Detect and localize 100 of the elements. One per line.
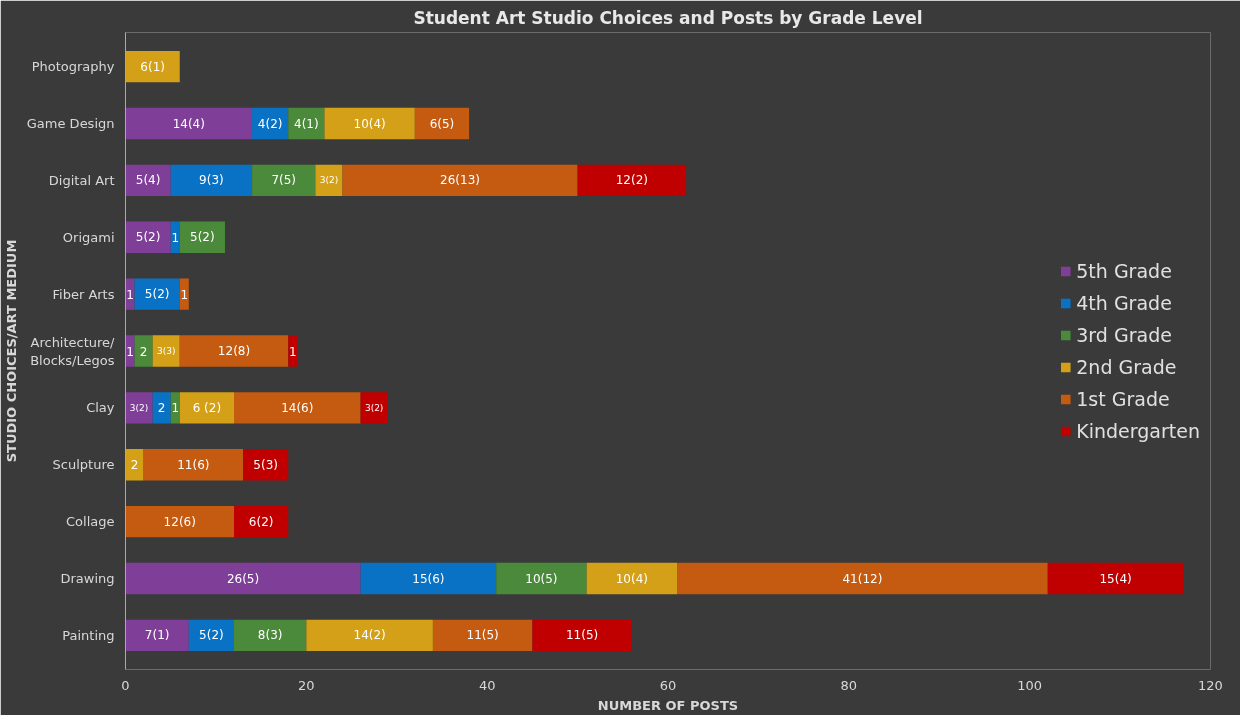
bar	[414, 107, 470, 140]
bar	[125, 278, 135, 310]
data-label: 1	[171, 401, 180, 416]
bar	[125, 50, 180, 83]
data-label: 12(2)	[615, 173, 648, 188]
data-label: 5(4)	[135, 173, 161, 188]
x-tick-label: 120	[1198, 677, 1223, 693]
bar	[170, 164, 253, 197]
bar	[342, 164, 578, 197]
y-tick-label: Sculpture	[52, 457, 115, 473]
legend-label: Kindergarten	[1076, 419, 1200, 442]
y-tick-label: Drawing	[60, 571, 115, 586]
data-label: 1	[171, 230, 180, 245]
data-label: 1	[126, 287, 134, 302]
bar	[125, 562, 361, 595]
y-tick-label: Photography	[31, 59, 115, 75]
data-label: 6(2)	[248, 514, 274, 529]
data-label: 1	[180, 287, 189, 302]
bar	[1047, 562, 1184, 595]
data-label: 9(3)	[199, 173, 224, 188]
data-label: 4(1)	[294, 116, 319, 131]
bar	[306, 619, 433, 652]
data-label: 5(2)	[190, 230, 215, 245]
legend-label: 3rd Grade	[1076, 323, 1172, 346]
data-label: 2	[139, 344, 148, 359]
bar	[152, 335, 180, 367]
bar	[125, 335, 135, 367]
data-label: 8(3)	[257, 628, 283, 643]
data-label: 10(4)	[615, 571, 648, 586]
data-label: 26(5)	[226, 571, 260, 586]
bar	[152, 392, 171, 424]
data-label: 26(13)	[440, 173, 480, 188]
bar	[143, 449, 244, 481]
y-tick-label: Architecture/ Blocks/Legos	[30, 334, 116, 368]
bar	[234, 505, 289, 538]
data-label: 12(6)	[163, 514, 196, 529]
data-label: 6 (2)	[192, 400, 222, 415]
bar	[179, 221, 225, 253]
data-label: 5(2)	[135, 230, 161, 245]
y-tick-label: Origami	[62, 229, 115, 245]
bar	[577, 164, 687, 197]
data-label: 2	[157, 401, 166, 416]
bar	[125, 392, 153, 424]
bar	[125, 164, 171, 197]
data-label: 5(2)	[199, 628, 224, 643]
bar	[234, 392, 361, 424]
bar	[360, 392, 388, 424]
data-label: 5(3)	[253, 457, 278, 472]
data-label: 12(8)	[217, 344, 251, 358]
bar	[496, 562, 587, 595]
legend-label: 1st Grade	[1076, 387, 1170, 410]
bar	[586, 562, 678, 595]
data-label: 11(5)	[565, 628, 599, 643]
data-label: 10(4)	[353, 116, 386, 131]
legend-label: 4th Grade	[1076, 291, 1172, 314]
data-label: 1	[288, 344, 297, 359]
y-tick-label: Clay	[86, 400, 115, 416]
bar	[360, 562, 497, 595]
x-tick-label: 0	[121, 677, 130, 693]
data-label: 10(5)	[525, 571, 558, 586]
bar	[134, 278, 180, 310]
y-tick-label: Digital Art	[48, 172, 115, 188]
data-label: 5(2)	[144, 287, 170, 302]
bar	[188, 619, 234, 652]
data-label: 14(4)	[172, 116, 205, 131]
bar	[315, 164, 343, 197]
data-label: 3(2)	[319, 175, 339, 186]
y-tick-label: Fiber Arts	[52, 286, 115, 302]
legend-label: 5th Grade	[1076, 259, 1172, 282]
bar	[125, 107, 253, 140]
bar	[125, 449, 144, 481]
data-label: 7(1)	[144, 628, 170, 643]
bar	[532, 619, 632, 652]
data-label: 11(5)	[466, 628, 499, 643]
bar	[125, 619, 189, 652]
y-axis-title: STUDIO CHOICES/ART MEDIUM	[3, 239, 19, 463]
x-tick-label: 40	[478, 677, 496, 693]
data-label: 6(1)	[140, 59, 165, 74]
x-tick-label: 100	[1017, 677, 1043, 693]
data-label: 4(2)	[257, 116, 283, 131]
y-tick-label: Collage	[66, 514, 115, 530]
data-label: 14(6)	[281, 400, 314, 415]
bar	[432, 619, 533, 652]
y-tick-label: Painting	[62, 627, 115, 643]
x-tick-label: 60	[659, 677, 677, 693]
bar	[179, 335, 289, 367]
bar	[234, 619, 307, 652]
bar	[252, 164, 316, 197]
data-label: 15(4)	[1099, 571, 1132, 586]
bar	[134, 335, 153, 367]
data-label: 3(3)	[156, 346, 176, 356]
bar	[288, 335, 298, 367]
bar	[125, 505, 234, 538]
bar	[324, 107, 415, 140]
data-label: 11(6)	[177, 457, 210, 472]
data-label: 1	[126, 344, 134, 359]
data-label: 7(5)	[271, 173, 297, 188]
bar	[677, 562, 1048, 595]
x-tick-label: 20	[298, 677, 315, 693]
bar	[243, 449, 289, 481]
